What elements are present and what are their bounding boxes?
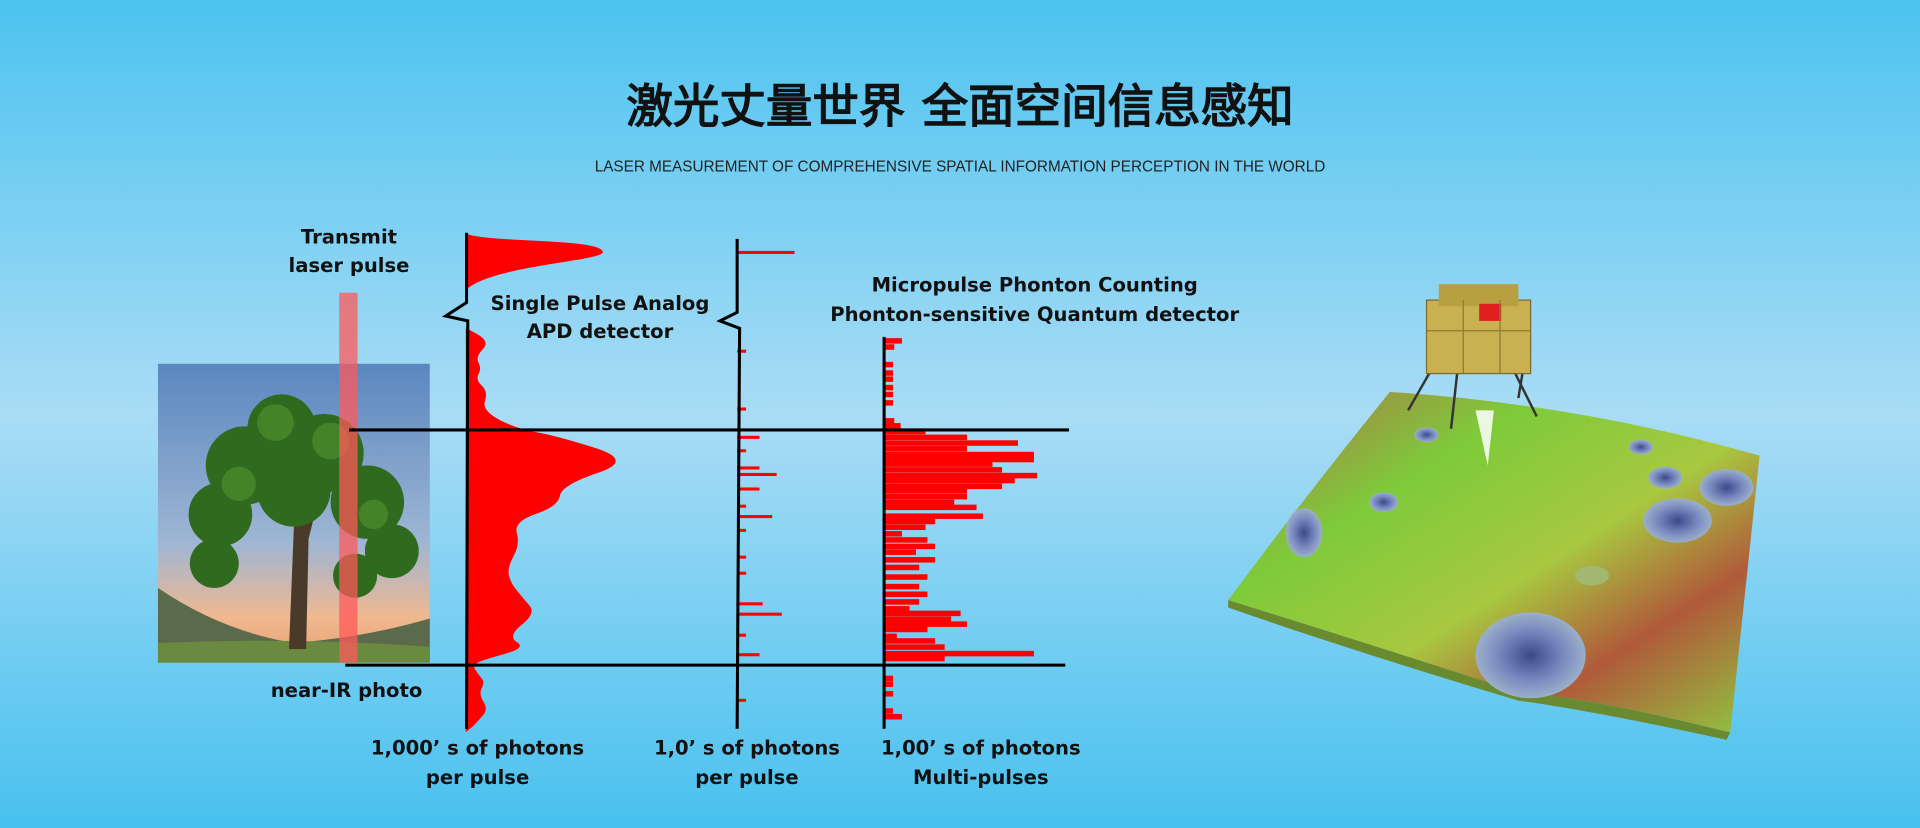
photon-event-bar [737,250,795,254]
photon-event-bar [884,376,894,382]
photon-event-bar [884,504,977,511]
photon-event-bar [884,493,967,500]
photon-event-bar [737,349,747,353]
photon-event-bar [884,428,926,435]
photon-event-bar [884,681,894,687]
photon-event-bar [737,435,760,439]
photon-event-bar [884,370,894,376]
photon-event-bar [884,483,1003,490]
axis1-label-2: per pulse [426,766,529,789]
photon-event-bar [884,537,928,543]
photon-events-single [737,250,795,702]
photon-event-bar [737,612,782,616]
page-title: 激光丈量世界 全面空间信息感知 [626,79,1293,133]
counting-label-2: Phonton-sensitive Quantum detector [830,303,1239,326]
photon-event-bar [884,513,983,519]
photon-event-bar [884,621,967,627]
photon-event-bar [884,574,928,580]
photon-event-bar [884,638,936,644]
photon-event-bar [884,633,897,640]
photon-event-bar [884,477,1015,484]
lunar-terrain-model [1228,391,1760,740]
photon-event-bar [884,456,1034,463]
photon-event-bar [884,423,901,429]
photon-event-bar [884,591,928,598]
photon-event-bar [884,524,926,531]
photon-event-bar [737,555,747,559]
photon-event-bar [884,610,961,617]
photon-event-bar [884,644,945,650]
photon-event-bar [737,407,747,411]
photon-event-bar [884,488,967,494]
laser-beam [339,292,358,663]
photon-event-bar [884,446,967,452]
photon-event-bar [884,564,920,571]
photon-event-bar [884,440,1019,446]
photon-event-bar [737,487,760,491]
photon-event-bar [884,518,936,525]
transmit-label: Transmit [301,226,397,249]
photon-event-bar [884,434,967,441]
axis-analog [441,232,470,729]
photon-event-bar [884,400,894,406]
near-ir-tree-photo [157,363,430,663]
photon-event-bar [737,466,760,470]
page-subtitle: LASER MEASUREMENT OF COMPREHENSIVE SPATI… [595,158,1326,175]
photon-event-bar [737,472,777,476]
photon-event-bar [737,633,747,637]
analog-label-2: APD detector [527,320,674,343]
photon-event-bar [884,499,955,506]
photon-event-bar [737,515,773,519]
photon-event-bar [884,418,895,424]
photon-event-bar [884,606,910,612]
photon-event-bar [884,472,1038,479]
photon-event-bar [884,543,936,550]
photon-event-bar [884,713,902,720]
axis-single-photon [716,238,742,729]
photon-event-bar [884,467,1003,473]
photon-event-bar [737,602,763,606]
photon-event-bar [737,653,760,657]
photon-events-multi [884,338,1038,720]
photon-event-bar [884,549,916,555]
photon-event-bar [884,451,1034,458]
photon-event-bar [884,384,894,391]
photon-event-bar [884,391,894,398]
photon-event-bar [737,698,747,702]
photon-event-bar [737,449,747,453]
axis3-label: 1,00’ s of photons [881,737,1081,760]
counting-label: Micropulse Phonton Counting [872,274,1198,297]
photon-event-bar [884,708,894,714]
photon-event-bar [884,557,936,563]
photon-event-bar [884,583,920,590]
photon-event-bar [737,504,747,508]
photon-event-bar [884,531,902,537]
photon-event-bar [737,528,747,532]
photon-event-bar [884,344,895,350]
axis2-label-2: per pulse [695,766,798,789]
photon-event-bar [884,691,894,697]
axis2-label: 1,0’ s of photons [654,737,840,760]
lunar-lander [1407,284,1538,466]
photon-event-bar [884,599,920,605]
photon-event-bar [884,616,952,622]
photo-label: near-IR photo [271,679,423,702]
transmit-label-2: laser pulse [289,254,410,277]
photon-event-bar [884,675,894,682]
analog-waveform-peak [465,233,603,290]
photon-event-bar [884,338,902,344]
photon-event-bar [737,571,747,575]
analog-label: Single Pulse Analog [491,292,710,315]
photon-event-bar [884,655,945,662]
photon-event-bar [884,461,993,467]
photon-event-bar [884,361,894,368]
photon-event-bar [884,626,928,633]
axis1-label: 1,000’ s of photons [371,737,584,760]
photon-event-bar [884,650,1034,657]
axis3-label-2: Multi-pulses [913,766,1049,789]
